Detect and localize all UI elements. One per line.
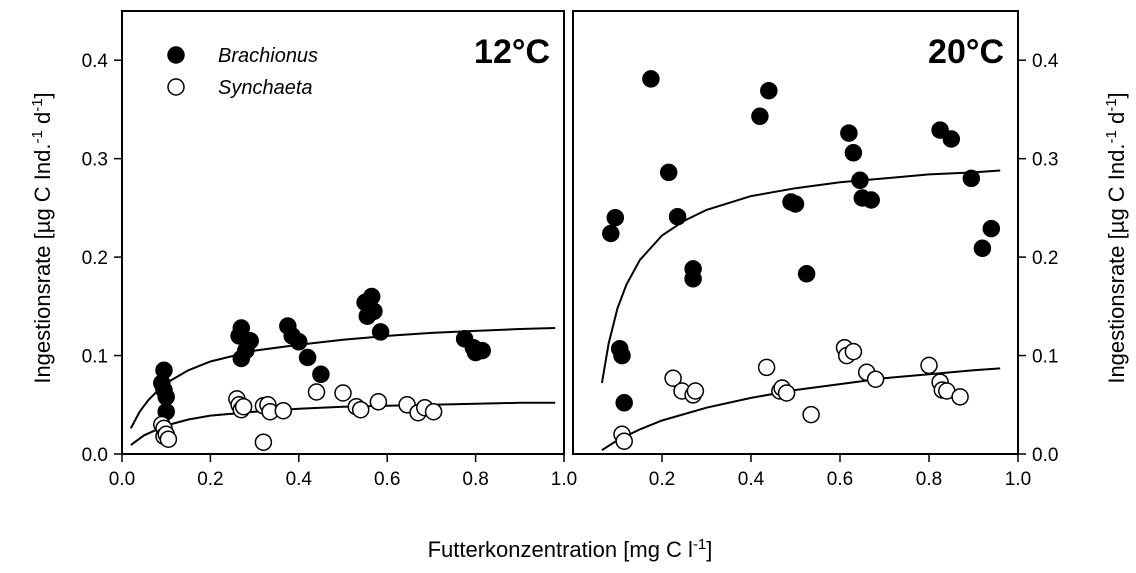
data-point-synchaeta (307, 383, 326, 401)
legend: Brachionus Synchaeta (167, 45, 318, 99)
data-point-brachionus (613, 346, 631, 365)
panel-20c-title: 20°C (928, 33, 1004, 71)
data-point-brachionus (851, 171, 869, 190)
data-point-brachionus (606, 208, 625, 227)
x-tick-label: 0.6 (827, 469, 853, 490)
x-tick-label: 0.2 (197, 469, 223, 490)
data-point-brachionus (760, 81, 778, 100)
data-point-synchaeta (844, 342, 863, 361)
x-tick-label: 0.6 (374, 469, 400, 490)
data-point-synchaeta (920, 356, 938, 375)
panel-20c-frame (572, 10, 1019, 455)
data-point-brachionus (615, 394, 633, 412)
x-tick-label: 1.0 (551, 469, 577, 490)
y-axis-title-left: Ingestionsrate [µg C Ind.-1 d-1] (29, 92, 56, 383)
fit-line-brachionus (600, 169, 1001, 384)
data-point-synchaeta (351, 400, 370, 419)
y-tick-label: 0.2 (82, 248, 108, 269)
data-point-synchaeta (424, 402, 443, 421)
data-point-brachionus (157, 388, 175, 406)
x-tick-label: 0.8 (462, 469, 488, 490)
data-point-brachionus (942, 130, 961, 148)
data-point-synchaeta (369, 393, 388, 411)
x-tick-label: 0.4 (738, 469, 765, 490)
y-tick-label: 0.4 (82, 51, 109, 72)
data-point-brachionus (642, 70, 660, 88)
y-tick-label: 0.3 (82, 150, 108, 171)
svg-text:Ingestionsrate [µg C Ind.-1: Ingestionsrate [µg C Ind.-1 d-1] (1103, 92, 1130, 383)
data-point-brachionus (362, 287, 381, 306)
y-tick-label: 0.4 (1032, 51, 1059, 72)
data-point-brachionus (602, 224, 620, 243)
legend-label-synchaeta: Synchaeta (218, 77, 313, 99)
data-point-synchaeta (234, 397, 253, 416)
data-point-synchaeta (274, 401, 293, 420)
data-point-brachionus (365, 302, 383, 321)
x-tick-label: 1.0 (1005, 469, 1031, 490)
svg-text:Ingestionsrate [µg C Ind.-1: Ingestionsrate [µg C Ind.-1 d-1] (29, 92, 56, 383)
data-point-brachionus (659, 163, 678, 182)
data-point-brachionus (371, 323, 390, 341)
data-point-brachionus (840, 124, 858, 142)
data-point-brachionus (290, 333, 308, 351)
x-tick-label: 0.8 (916, 469, 942, 490)
data-point-brachionus (751, 107, 769, 126)
data-point-brachionus (155, 361, 173, 380)
data-point-brachionus (684, 270, 702, 288)
data-point-synchaeta (664, 369, 682, 387)
data-point-brachionus (973, 239, 992, 258)
panel-12c: 12°C Brachionus Synchaeta 0.0 0.2 0.4 0.6 0.… (82, 10, 577, 490)
data-point-brachionus (298, 348, 317, 367)
y-tick-label: 0.3 (1032, 150, 1058, 171)
fit-line-synchaeta (130, 401, 556, 446)
panel-12c-frame (121, 10, 565, 455)
y-tick-label: 0.0 (1032, 445, 1058, 466)
y-tick-label: 0.0 (82, 445, 108, 466)
data-point-synchaeta (615, 432, 633, 450)
data-point-synchaeta (686, 382, 705, 400)
data-point-brachionus (232, 319, 251, 337)
data-point-brachionus (786, 195, 805, 213)
data-point-brachionus (844, 144, 863, 162)
data-point-brachionus (312, 365, 330, 384)
data-point-synchaeta (254, 433, 273, 451)
legend-marker-synchaeta (167, 78, 185, 96)
data-point-synchaeta (951, 388, 969, 406)
panel-12c-title: 12°C (474, 33, 550, 71)
data-point-brachionus (982, 219, 1001, 238)
data-point-synchaeta (757, 358, 776, 377)
legend-label-brachionus: Brachionus (218, 45, 318, 67)
data-point-synchaeta (866, 370, 885, 388)
data-point-brachionus (797, 265, 816, 283)
y-tick-label: 0.2 (1032, 248, 1058, 269)
legend-marker-brachionus (167, 46, 185, 64)
data-point-synchaeta (802, 405, 820, 424)
x-tick-label: 0.0 (109, 469, 135, 490)
fit-line-brachionus (129, 327, 556, 429)
data-point-synchaeta (777, 384, 796, 402)
data-point-brachionus (862, 191, 880, 209)
data-point-brachionus (473, 341, 491, 360)
y-tick-label: 0.1 (82, 347, 108, 368)
data-point-brachionus (668, 207, 687, 226)
x-tick-label: 0.4 (286, 469, 313, 490)
y-tick-label: 0.1 (1032, 347, 1058, 368)
panel-20c: 20°C 0.2 0.4 0.6 0.8 1.00.0 0.1 0.2 0.3 0.4 (572, 10, 1059, 490)
data-point-brachionus (962, 169, 981, 188)
data-point-brachionus (241, 332, 259, 350)
x-axis-title: Futterkonzentration [mg C l-1] (428, 536, 713, 563)
x-tick-label: 0.2 (649, 469, 675, 490)
data-point-synchaeta (159, 430, 178, 448)
y-axis-title-right: Ingestionsrate [µg C Ind.-1 d-1] (1103, 92, 1130, 383)
data-point-synchaeta (334, 384, 352, 402)
